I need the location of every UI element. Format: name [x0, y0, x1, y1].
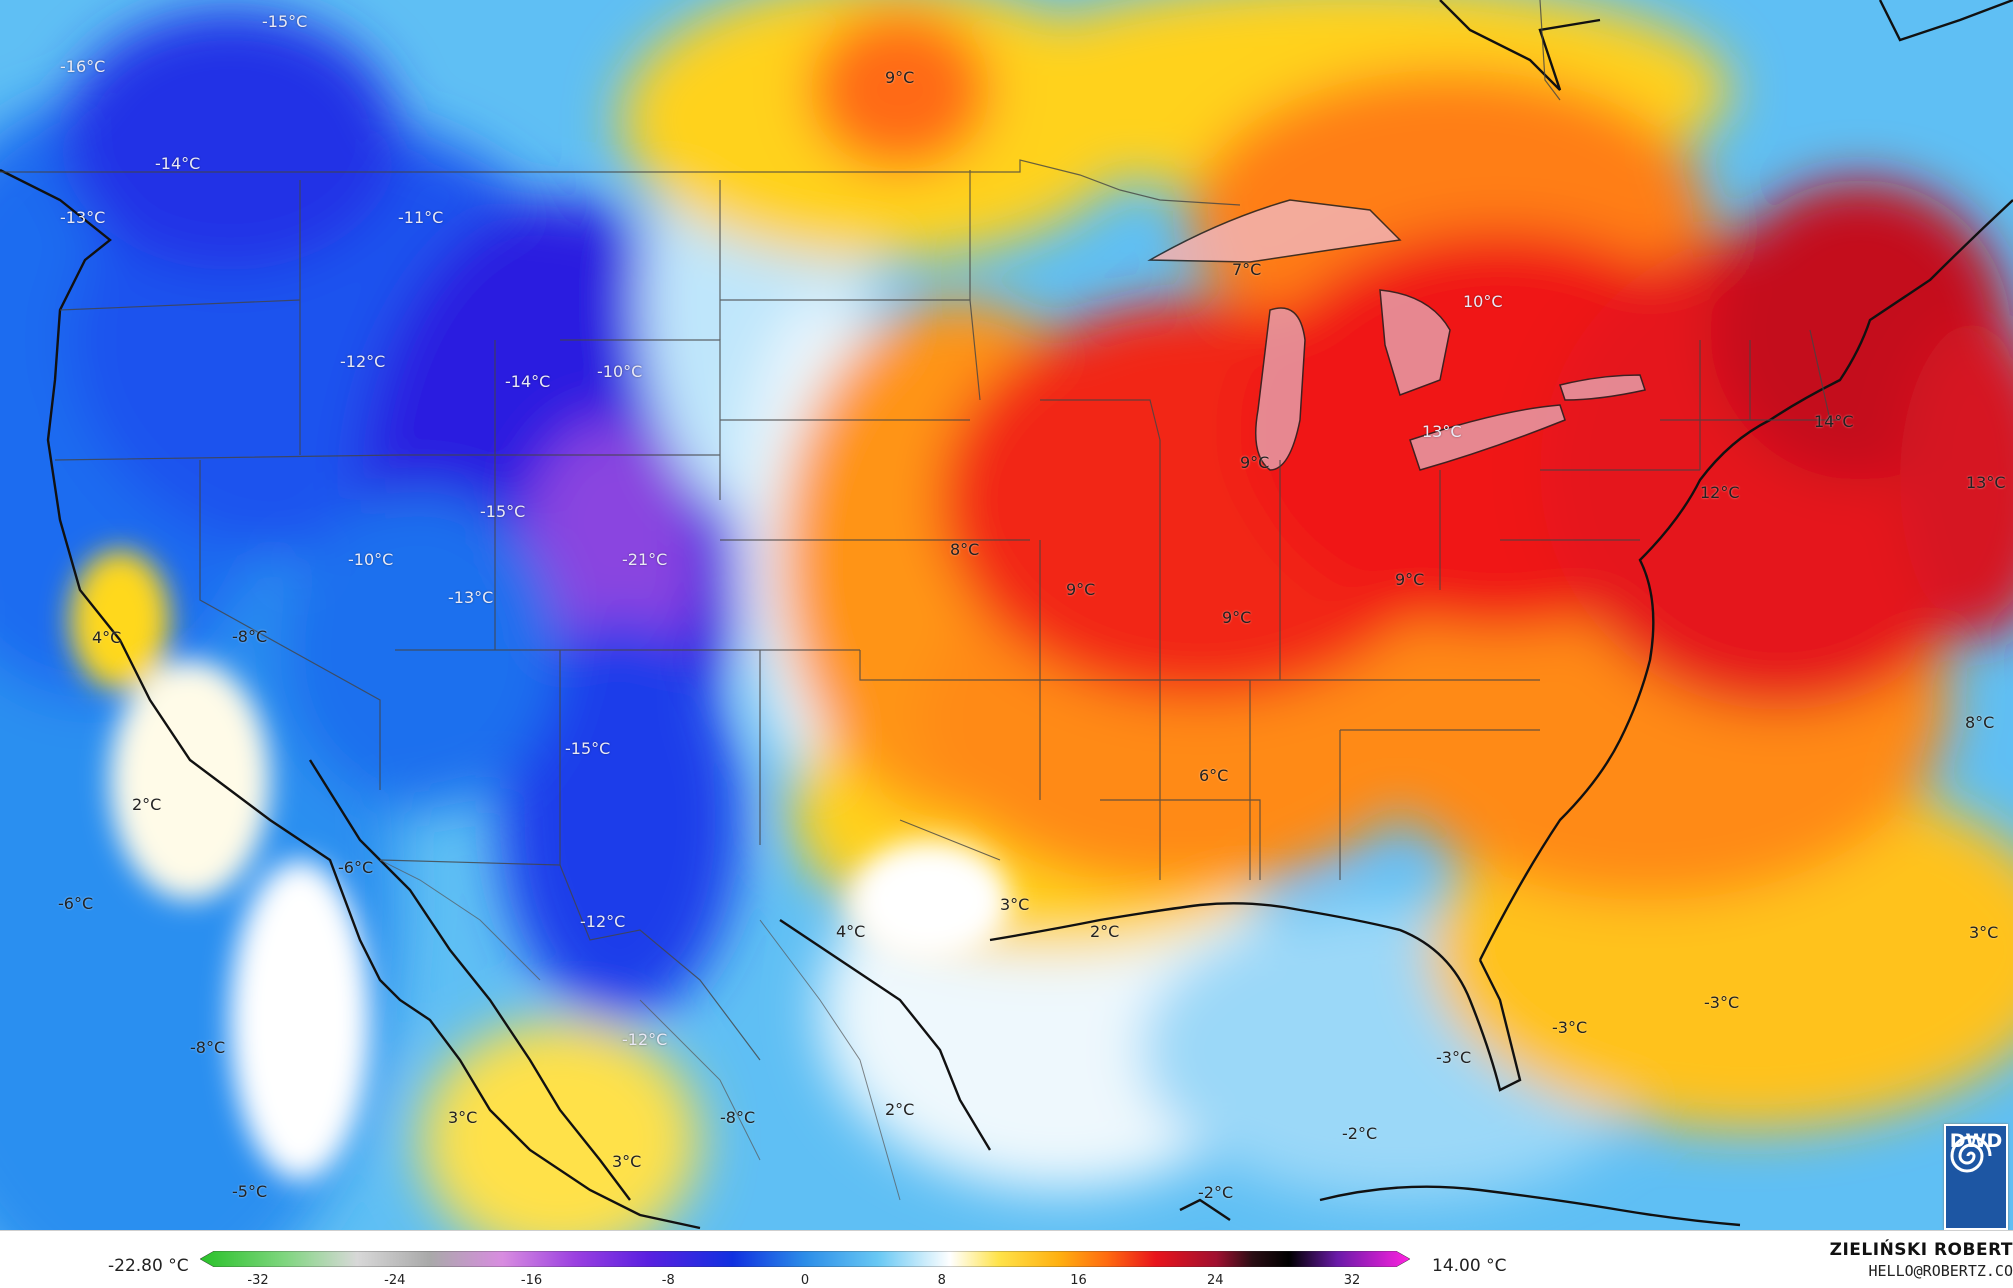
temperature-label-tamaulipas: 2°C [885, 1100, 914, 1119]
map-view[interactable]: -15°C -16°C -14°C -13°C -11°C 9°C -12°C -14°C -1… [0, 0, 2013, 1230]
temperature-label-chicago: 9°C [1240, 453, 1269, 472]
temperature-label-atlantic-far: 3°C [1969, 923, 1998, 942]
credit-email[interactable]: HELLO@ROBERTZ.CO [1869, 1262, 2013, 1280]
temperature-colorbar [200, 1251, 1410, 1267]
temperature-label-wyoming-east: -10°C [597, 362, 642, 381]
temperature-label-colorado: -21°C [622, 550, 667, 569]
temperature-label-atlantic-caribbean: -3°C [1704, 993, 1739, 1012]
colorbar-tick-label: -16 [521, 1273, 542, 1288]
colorbar-tick-label: 24 [1207, 1273, 1224, 1288]
temperature-label-texas-south: 4°C [836, 922, 865, 941]
temperature-label-regina: 9°C [885, 68, 914, 87]
dwd-logo: DWD [1944, 1124, 2008, 1230]
min-temperature-label: -22.80 °C [108, 1256, 189, 1276]
temperature-label-florida: -3°C [1436, 1048, 1471, 1067]
credit-name: ZIELIŃSKI ROBERT [1830, 1240, 2013, 1260]
temperature-label-utah-south: -13°C [448, 588, 493, 607]
temperature-label-atlantic-east: 13°C [1966, 473, 2006, 492]
temperature-label-sinaloa: 3°C [612, 1152, 641, 1171]
temperature-label-houston: 3°C [1000, 895, 1029, 914]
legend-bar: -22.80 °C [0, 1230, 2013, 1288]
temperature-label-seattle: -14°C [155, 154, 200, 173]
temperature-label-wyoming: -14°C [505, 372, 550, 391]
temperature-label-louisiana: 2°C [1090, 922, 1119, 941]
colorbar-tick-label: -24 [384, 1273, 405, 1288]
swirl-icon [1946, 1126, 1996, 1186]
colorbar-bar [200, 1251, 1410, 1267]
colorbar-tick-label: 32 [1344, 1273, 1361, 1288]
temperature-label-pacific-far: -5°C [232, 1182, 267, 1201]
temperature-label-gulf-south: -2°C [1198, 1183, 1233, 1202]
colorbar-tick-label: 0 [801, 1273, 809, 1288]
temperature-label-maine: 14°C [1814, 412, 1854, 431]
temperature-label-baja-sur: 3°C [448, 1108, 477, 1127]
temperature-label-ohio-lake: 13°C [1422, 422, 1462, 441]
colorbar-tick-label: -32 [247, 1273, 268, 1288]
temperature-label-baja: -6°C [338, 858, 373, 877]
temperature-label-ontario: 10°C [1463, 292, 1503, 311]
temperature-label-seattle-north: -15°C [262, 12, 307, 31]
temperature-label-nevada-west: -8°C [232, 627, 267, 646]
temperature-label-montana-west: -11°C [398, 208, 443, 227]
temperature-label-olympia: -13°C [60, 208, 105, 227]
temperature-label-cuba-north: -2°C [1342, 1124, 1377, 1143]
max-temperature-label: 14.00 °C [1432, 1256, 1506, 1276]
temperature-label-sacramento: 4°C [92, 628, 121, 647]
temperature-label-durango: -8°C [720, 1108, 755, 1127]
temperature-label-kansas: 8°C [950, 540, 979, 559]
temperature-label-new-york: 12°C [1700, 483, 1740, 502]
temperature-label-vancouver: -16°C [60, 57, 105, 76]
temperature-label-utah-north: -15°C [480, 502, 525, 521]
temperature-label-sonora: -12°C [622, 1030, 667, 1049]
temperature-label-san-diego: 2°C [132, 795, 161, 814]
temperature-label-new-mexico: -15°C [565, 739, 610, 758]
temperature-label-atlantic-se: 8°C [1965, 713, 1994, 732]
temperature-label-kentucky: 9°C [1395, 570, 1424, 589]
temperature-label-idaho: -12°C [340, 352, 385, 371]
temperature-label-chihuahua: -12°C [580, 912, 625, 931]
temperature-label-mississippi: 6°C [1199, 766, 1228, 785]
temperature-map [0, 0, 2013, 1230]
temperature-label-missouri: 9°C [1066, 580, 1095, 599]
colorbar-tick-label: -8 [662, 1273, 675, 1288]
temperature-label-tennessee: 9°C [1222, 608, 1251, 627]
temperature-label-pacific-west: -6°C [58, 894, 93, 913]
temperature-label-nevada: -10°C [348, 550, 393, 569]
temperature-label-bahamas: -3°C [1552, 1018, 1587, 1037]
colorbar-tick-label: 16 [1070, 1273, 1087, 1288]
temperature-label-pacific-south: -8°C [190, 1038, 225, 1057]
temperature-label-minnesota: 7°C [1232, 260, 1261, 279]
colorbar-tick-label: 8 [938, 1273, 946, 1288]
